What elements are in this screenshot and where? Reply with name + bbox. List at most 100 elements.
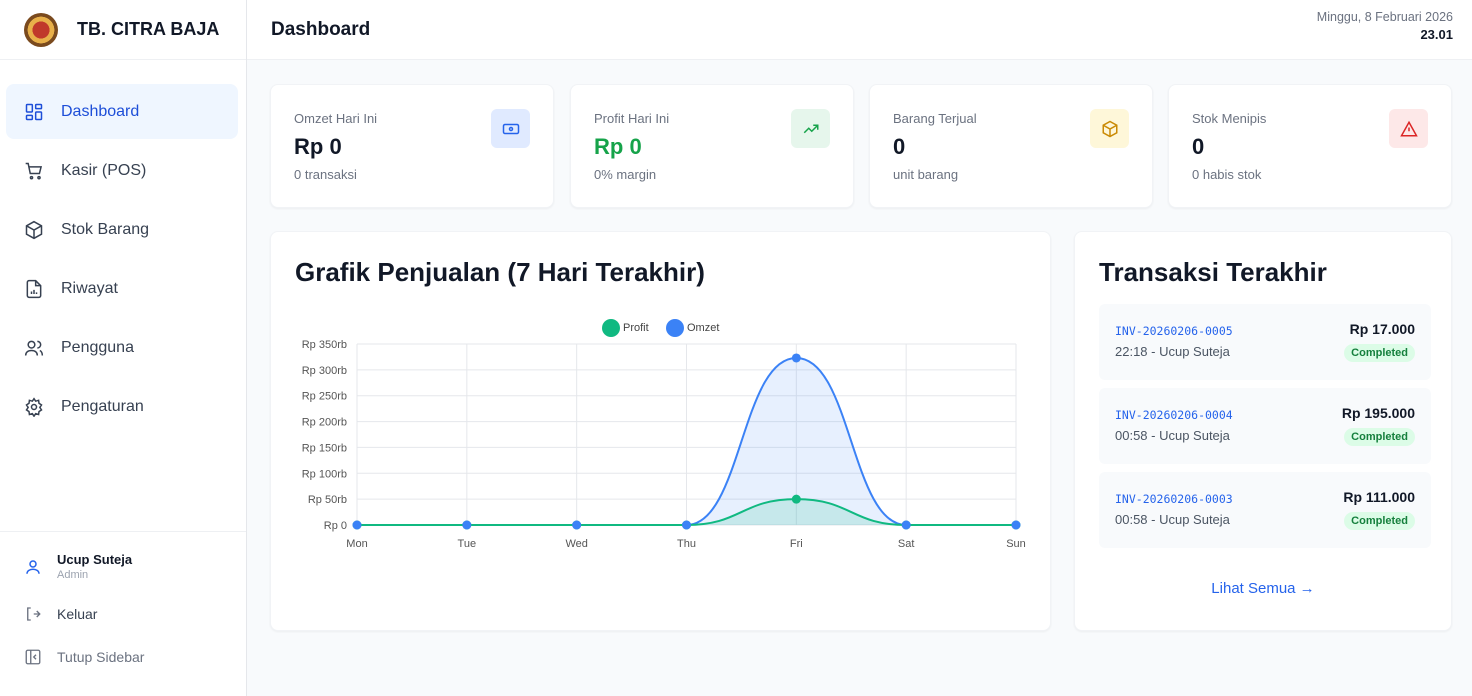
legend-swatch-omzet <box>666 319 684 337</box>
y-tick-label: Rp 0 <box>324 520 347 532</box>
sidebar-item-kasir[interactable]: Kasir (POS) <box>6 143 238 198</box>
status-badge: Completed <box>1344 428 1415 446</box>
data-point-omzet <box>352 520 362 530</box>
sidebar-item-label: Kasir (POS) <box>61 161 147 179</box>
brand-logo-icon <box>24 12 58 47</box>
transactions-title: Transaksi Terakhir <box>1099 257 1327 287</box>
stat-value: Rp 0 <box>294 134 342 159</box>
sidebar-item-stok[interactable]: Stok Barang <box>6 202 238 257</box>
stat-card-stok: Stok Menipis 0 0 habis stok <box>1168 84 1452 208</box>
collapse-sidebar-button[interactable]: Tutup Sidebar <box>24 646 246 668</box>
stat-sub: 0 transaksi <box>294 167 357 182</box>
money-icon <box>491 109 530 148</box>
sidebar-nav: Dashboard Kasir (POS) Stok Barang Riwaya… <box>0 60 246 434</box>
gear-icon <box>24 396 44 417</box>
brand[interactable]: TB. CITRA BAJA <box>0 0 246 60</box>
transaction-amount: Rp 17.000 <box>1349 321 1415 337</box>
transaction-item[interactable]: INV-20260206-0003 00:58 - Ucup Suteja Rp… <box>1099 472 1431 548</box>
transaction-amount: Rp 111.000 <box>1343 489 1415 505</box>
series-area-omzet <box>357 357 1016 525</box>
sidebar-item-label: Riwayat <box>61 279 118 297</box>
sidebar-item-label: Pengguna <box>61 338 134 356</box>
stat-label: Omzet Hari Ini <box>294 111 378 126</box>
data-point-omzet <box>791 353 801 363</box>
data-point-omzet <box>901 520 911 530</box>
y-tick-label: Rp 50rb <box>308 494 347 506</box>
y-tick-label: Rp 300rb <box>302 365 347 377</box>
y-tick-label: Rp 100rb <box>302 468 347 480</box>
user-icon <box>24 558 42 576</box>
stat-label: Stok Menipis <box>1192 111 1267 126</box>
collapse-sidebar-icon <box>24 648 42 666</box>
transaction-invoice: INV-20260206-0003 <box>1115 492 1233 506</box>
alert-icon <box>1389 109 1428 148</box>
sidebar: TB. CITRA BAJA Dashboard Kasir (POS) Sto… <box>0 0 247 696</box>
trending-up-icon <box>791 109 830 148</box>
header: Dashboard Minggu, 8 Februari 2026 23.01 <box>247 0 1472 60</box>
transaction-amount: Rp 195.000 <box>1341 405 1415 421</box>
stat-sub: 0 habis stok <box>1192 167 1262 182</box>
sidebar-item-label: Stok Barang <box>61 220 150 238</box>
stat-label: Profit Hari Ini <box>594 111 670 126</box>
stat-value: 0 <box>1192 134 1205 159</box>
datetime: Minggu, 8 Februari 2026 23.01 <box>1317 10 1453 42</box>
transaction-meta: 00:58 - Ucup Suteja <box>1115 428 1230 443</box>
data-point-omzet <box>1011 520 1021 530</box>
legend-swatch-profit <box>602 319 620 337</box>
y-tick-label: Rp 150rb <box>302 442 347 454</box>
package-icon <box>1090 109 1129 148</box>
data-point-omzet <box>462 520 472 530</box>
sidebar-footer: Ucup Suteja Admin Keluar Tutup Sidebar <box>0 531 246 696</box>
sidebar-item-pengaturan[interactable]: Pengaturan <box>6 379 238 434</box>
logout-icon <box>24 605 42 623</box>
dashboard-icon <box>24 102 44 122</box>
user-profile[interactable]: Ucup Suteja Admin <box>24 552 246 581</box>
page-title: Dashboard <box>271 19 371 40</box>
see-all-link[interactable]: Lihat Semua → <box>1211 580 1315 597</box>
transaction-meta: 00:58 - Ucup Suteja <box>1115 512 1230 527</box>
recent-transactions-card: Transaksi Terakhir INV-20260206-0005 22:… <box>1074 231 1452 631</box>
chart-title: Grafik Penjualan (7 Hari Terakhir) <box>295 257 705 287</box>
transaction-invoice: INV-20260206-0004 <box>1115 408 1233 422</box>
x-tick-label: Wed <box>565 538 587 550</box>
status-badge: Completed <box>1344 512 1415 530</box>
stat-card-omzet: Omzet Hari Ini Rp 0 0 transaksi <box>270 84 554 208</box>
stat-label: Barang Terjual <box>893 111 977 126</box>
sales-chart: Rp 0 Rp 50rb Rp 100rb Rp 150rb Rp 200rb Rp 25… <box>302 319 1026 550</box>
user-name: Ucup Suteja <box>57 552 133 567</box>
stat-card-profit: Profit Hari Ini Rp 0 0% margin <box>570 84 854 208</box>
y-tick-label: Rp 350rb <box>302 339 347 351</box>
users-icon <box>24 338 44 358</box>
transaction-invoice: INV-20260206-0005 <box>1115 324 1233 338</box>
transaction-meta: 22:18 - Ucup Suteja <box>1115 344 1230 359</box>
data-point-omzet <box>572 520 582 530</box>
x-tick-label: Tue <box>458 538 477 550</box>
stat-sub: 0% margin <box>594 167 657 182</box>
stat-card-terjual: Barang Terjual 0 unit barang <box>869 84 1153 208</box>
y-tick-label: Rp 250rb <box>302 391 347 403</box>
logout-label: Keluar <box>57 606 98 622</box>
transaction-item[interactable]: INV-20260206-0004 00:58 - Ucup Suteja Rp… <box>1099 388 1431 464</box>
x-tick-label: Sun <box>1006 538 1026 550</box>
sidebar-item-label: Dashboard <box>61 102 140 120</box>
legend-label: Omzet <box>687 322 719 334</box>
x-tick-label: Sat <box>898 538 915 550</box>
user-role: Admin <box>57 569 89 581</box>
y-tick-label: Rp 200rb <box>302 417 347 429</box>
logout-button[interactable]: Keluar <box>24 603 246 625</box>
sidebar-item-pengguna[interactable]: Pengguna <box>6 320 238 375</box>
sidebar-item-riwayat[interactable]: Riwayat <box>6 261 238 316</box>
x-tick-label: Mon <box>346 538 367 550</box>
sidebar-item-dashboard[interactable]: Dashboard <box>6 84 238 139</box>
series-area-profit <box>357 499 1016 525</box>
x-tick-label: Thu <box>677 538 696 550</box>
collapse-sidebar-label: Tutup Sidebar <box>57 649 145 665</box>
data-point-omzet <box>682 520 691 530</box>
header-time: 23.01 <box>1420 27 1453 42</box>
legend-label: Profit <box>623 322 649 334</box>
transaction-item[interactable]: INV-20260206-0005 22:18 - Ucup Suteja Rp… <box>1099 304 1431 380</box>
brand-name: TB. CITRA BAJA <box>77 19 220 39</box>
box-icon <box>24 220 44 240</box>
data-point-profit <box>791 494 801 504</box>
